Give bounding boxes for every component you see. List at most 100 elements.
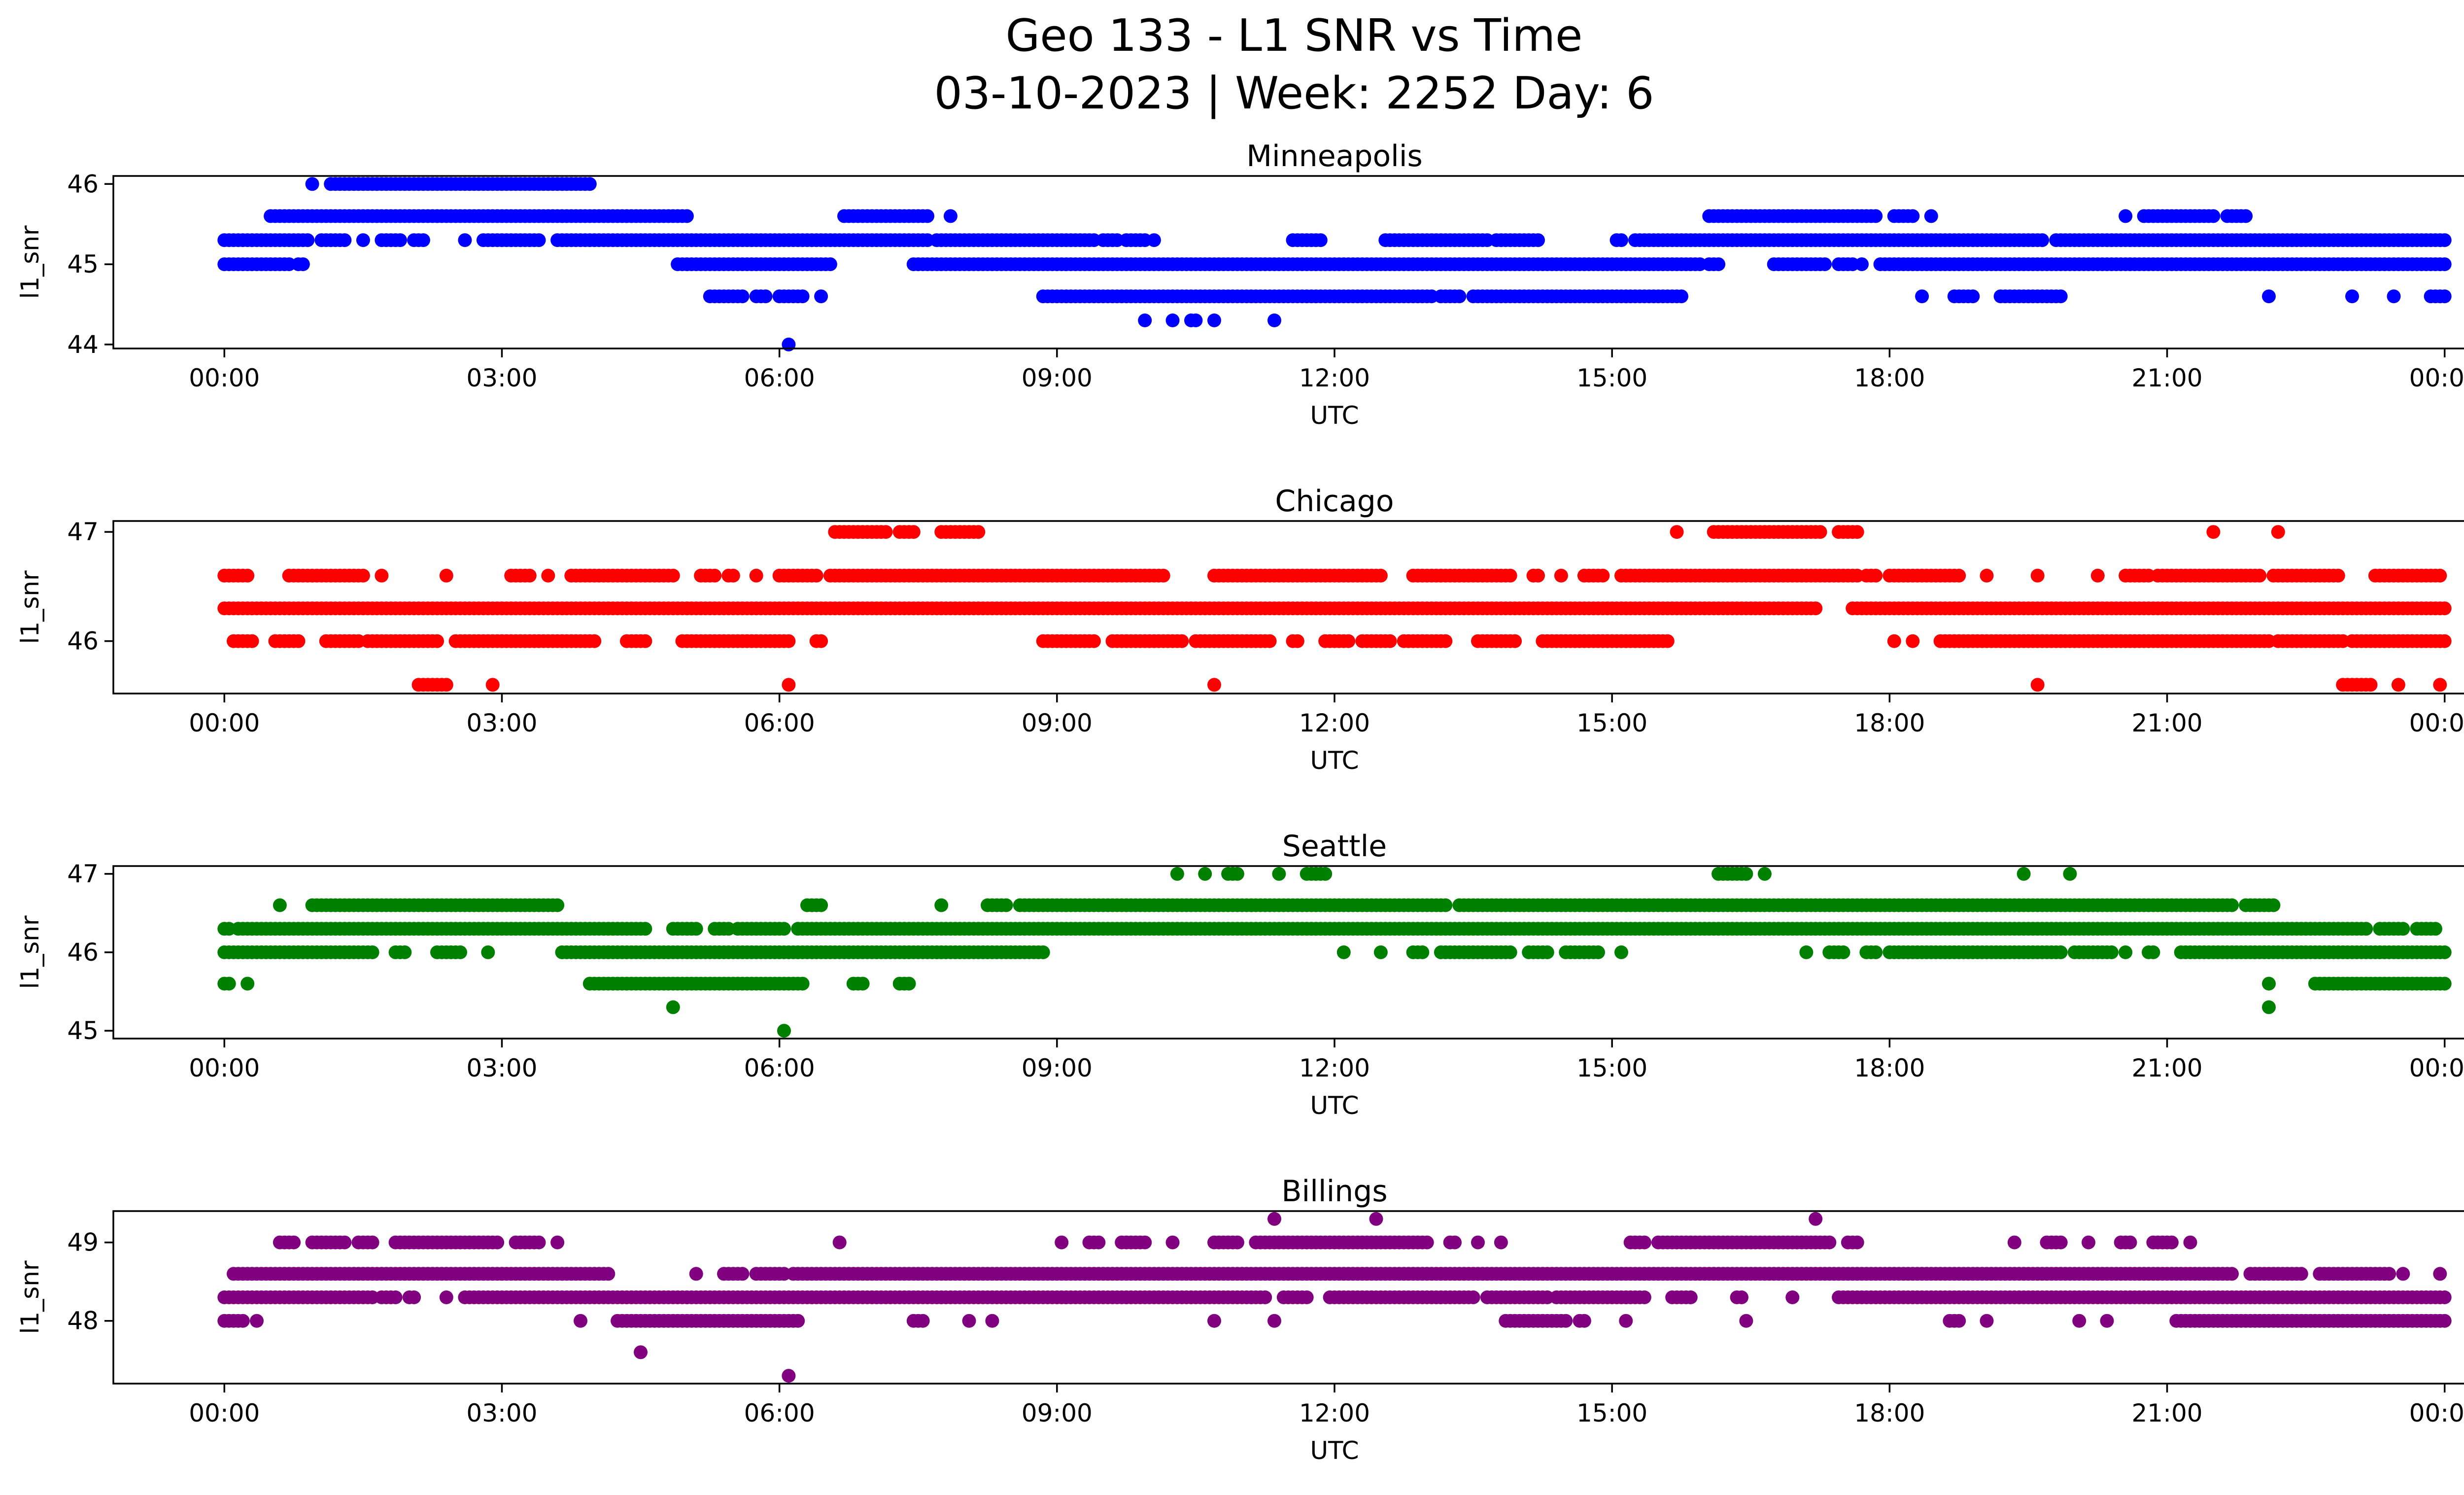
data-point xyxy=(1147,233,1161,247)
data-point xyxy=(1170,867,1184,881)
data-point xyxy=(2007,1235,2021,1250)
data-point xyxy=(291,634,306,648)
data-point xyxy=(2437,257,2452,272)
y-axis-label: l1_snr xyxy=(16,225,44,299)
x-axis-label: UTC xyxy=(1310,746,1359,775)
data-point xyxy=(1683,1290,1698,1304)
x-axis-label: UTC xyxy=(1310,1091,1359,1120)
data-point xyxy=(1230,1235,1244,1250)
data-point xyxy=(1175,634,1189,648)
data-point xyxy=(1300,1290,1314,1304)
y-tick-label: 47 xyxy=(67,860,99,888)
data-point xyxy=(1471,1235,1485,1250)
data-point xyxy=(814,898,828,912)
data-point xyxy=(2387,289,2401,304)
data-point xyxy=(777,1024,791,1038)
y-tick-label: 46 xyxy=(67,627,99,656)
x-tick-label: 15:00 xyxy=(1576,364,1647,392)
data-point xyxy=(2035,233,2050,247)
y-axis-label: l1_snr xyxy=(16,1260,44,1334)
data-point xyxy=(2017,867,2031,881)
data-point xyxy=(1420,1235,1434,1250)
data-point xyxy=(1785,1290,1800,1304)
data-point xyxy=(1230,867,1244,881)
data-point xyxy=(2262,1000,2276,1014)
scatter-points xyxy=(217,177,2452,351)
data-point xyxy=(1637,1290,1651,1304)
data-point xyxy=(999,898,1013,912)
x-tick-label: 12:00 xyxy=(1299,1054,1370,1082)
x-tick-label: 21:00 xyxy=(2131,364,2202,392)
data-point xyxy=(1165,1235,1180,1250)
data-point xyxy=(856,976,870,991)
x-tick-label: 18:00 xyxy=(1854,1399,1925,1427)
x-tick-label: 15:00 xyxy=(1576,1054,1647,1082)
data-point xyxy=(398,945,412,959)
figure-title-line-1: Geo 133 - L1 SNR vs Time xyxy=(1006,10,1583,62)
x-tick-label: 09:00 xyxy=(1022,1054,1093,1082)
data-point xyxy=(2437,634,2452,648)
data-point xyxy=(1614,233,1628,247)
x-tick-label: 21:00 xyxy=(2131,1399,2202,1427)
data-point xyxy=(1809,601,1823,616)
y-axis-label: l1_snr xyxy=(16,915,44,989)
data-point xyxy=(2262,976,2276,991)
data-point xyxy=(1448,1235,1462,1250)
subplot-title: Billings xyxy=(1281,1174,1387,1209)
data-point xyxy=(1336,945,1351,959)
data-point xyxy=(921,209,934,223)
data-point xyxy=(2266,898,2281,912)
data-point xyxy=(2183,1235,2197,1250)
data-point xyxy=(1980,568,1994,583)
data-point xyxy=(301,233,315,247)
data-point xyxy=(782,678,796,692)
data-point xyxy=(809,568,823,583)
data-point xyxy=(1373,568,1388,583)
data-point xyxy=(2164,1235,2179,1250)
data-point xyxy=(1799,945,1814,959)
x-tick-label: 06:00 xyxy=(744,1399,815,1427)
data-point xyxy=(1415,945,1430,959)
data-point xyxy=(453,945,467,959)
data-point xyxy=(2437,945,2452,959)
data-point xyxy=(2433,568,2447,583)
data-point xyxy=(1739,867,1753,881)
data-point xyxy=(485,678,500,692)
data-point xyxy=(2225,1267,2239,1281)
x-tick-label: 12:00 xyxy=(1299,709,1370,737)
data-point xyxy=(2206,209,2221,223)
data-point xyxy=(2090,568,2105,583)
data-point xyxy=(1711,257,1726,272)
data-point xyxy=(749,568,763,583)
x-tick-label: 21:00 xyxy=(2131,1054,2202,1082)
data-point xyxy=(1952,568,1966,583)
x-tick-label: 00:00 xyxy=(2409,709,2464,737)
data-point xyxy=(1619,1314,1633,1328)
data-point xyxy=(934,898,949,912)
data-point xyxy=(782,1369,796,1383)
data-point xyxy=(490,1235,505,1250)
data-point xyxy=(2239,209,2253,223)
data-point xyxy=(689,922,703,936)
scatter-points xyxy=(217,525,2452,692)
data-point xyxy=(2363,678,2378,692)
data-point xyxy=(1980,1314,1994,1328)
data-point xyxy=(666,1000,680,1014)
x-tick-label: 00:00 xyxy=(189,1399,260,1427)
data-point xyxy=(2433,1267,2447,1281)
data-point xyxy=(1739,1314,1753,1328)
data-point xyxy=(2437,1314,2452,1328)
y-tick-label: 45 xyxy=(67,250,99,278)
x-tick-label: 03:00 xyxy=(466,364,537,392)
data-point xyxy=(1138,313,1152,327)
data-point xyxy=(795,289,810,304)
data-point xyxy=(782,634,796,648)
data-point xyxy=(1508,634,1522,648)
data-point xyxy=(1466,1290,1480,1304)
data-point xyxy=(1189,313,1203,327)
data-point xyxy=(1869,945,1883,959)
data-point xyxy=(481,945,495,959)
data-point xyxy=(2433,678,2447,692)
